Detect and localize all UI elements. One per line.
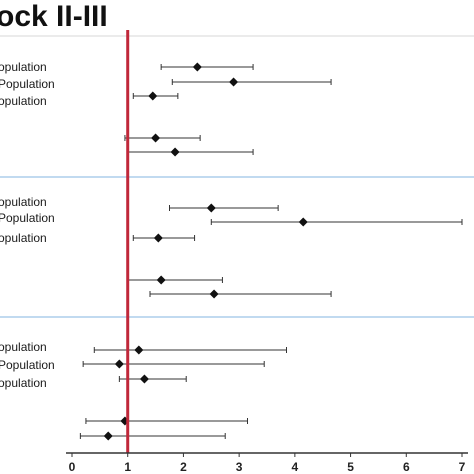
estimate-marker [148, 91, 158, 101]
row-label: opulation [0, 376, 47, 390]
row-2-4 [127, 275, 223, 285]
x-tick-label: 2 [180, 460, 187, 474]
row-3-5 [79, 431, 226, 441]
row-label: Population [0, 211, 55, 225]
estimate-marker [114, 359, 124, 369]
estimate-marker [139, 374, 149, 384]
estimate-marker [151, 133, 161, 143]
row-2-5 [149, 289, 332, 299]
estimate-marker [134, 345, 144, 355]
estimate-marker [209, 289, 219, 299]
estimate-marker [170, 147, 180, 157]
estimate-marker [103, 431, 113, 441]
row-label: opulation [0, 231, 47, 245]
row-1-5 [127, 147, 254, 157]
estimate-marker [298, 217, 308, 227]
estimate-marker [192, 62, 202, 72]
row-label: opulation [0, 60, 47, 74]
row-label: Population [0, 358, 55, 372]
x-axis: 0 1 2 3 4 5 6 7 [66, 452, 468, 474]
estimate-marker [153, 233, 163, 243]
row-1-1: opulation [0, 60, 254, 74]
row-2-2: Population [0, 211, 463, 227]
x-tick-label: 0 [69, 460, 76, 474]
row-2-3: opulation [0, 231, 196, 245]
x-tick-label: 6 [403, 460, 410, 474]
x-tick-label: 3 [236, 460, 243, 474]
row-3-1: opulation [0, 340, 287, 355]
row-2-1: opulation [0, 195, 279, 213]
x-tick-label: 5 [347, 460, 354, 474]
row-1-2: Population [0, 77, 332, 91]
row-1-4 [124, 133, 201, 143]
estimate-marker [156, 275, 166, 285]
row-label: opulation [0, 94, 47, 108]
row-label: opulation [0, 195, 47, 209]
panel-separators [0, 176, 474, 318]
chart-title: ock II-III [0, 0, 108, 33]
row-1-3: opulation [0, 91, 179, 108]
x-tick-label: 4 [292, 460, 299, 474]
estimate-marker [206, 203, 216, 213]
estimate-marker [229, 77, 239, 87]
row-3-3: opulation [0, 374, 187, 390]
row-3-2: Population [0, 358, 265, 372]
x-tick-label: 7 [459, 460, 466, 474]
row-label: Population [0, 77, 55, 91]
x-tick-label: 1 [124, 460, 131, 474]
row-3-4 [85, 416, 248, 426]
row-label: opulation [0, 340, 47, 354]
plot-rows: opulation Population opulation opulation Pop… [0, 60, 463, 441]
